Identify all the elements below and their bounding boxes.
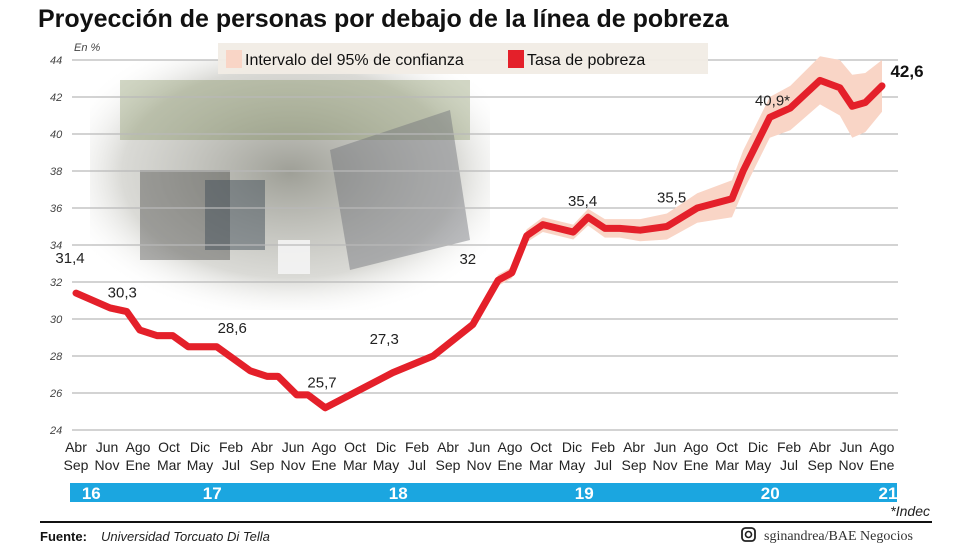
x-tick-label-top: Abr: [65, 439, 87, 455]
x-tick-label-top: Jun: [468, 439, 491, 455]
x-tick-label-bottom: Nov: [281, 457, 306, 473]
data-label: 30,3: [108, 284, 137, 301]
x-tick-label-bottom: Sep: [64, 457, 89, 473]
legend: Intervalo del 95% de confianza Tasa de p…: [218, 43, 708, 74]
data-label: 27,3: [370, 331, 399, 348]
source-text: Universidad Torcuato Di Tella: [101, 529, 270, 544]
x-tick-label-bottom: Jul: [408, 457, 426, 473]
data-label: 31,4: [55, 250, 84, 267]
x-tick-label-bottom: Ene: [870, 457, 895, 473]
year-label: 21: [879, 484, 898, 503]
source-label: Fuente:: [40, 529, 87, 544]
x-tick-label-top: Ago: [870, 439, 895, 455]
x-tick-label-bottom: May: [187, 457, 213, 473]
x-tick-label-top: Dic: [190, 439, 210, 455]
year-label: 17: [203, 484, 222, 503]
y-tick-label: 24: [49, 425, 62, 437]
data-label: 42,6: [890, 62, 923, 81]
x-tick-label-top: Abr: [437, 439, 459, 455]
x-tick-label-top: Dic: [748, 439, 768, 455]
x-tick-label-top: Jun: [654, 439, 677, 455]
year-label: 19: [575, 484, 594, 503]
x-tick-label-bottom: Mar: [529, 457, 553, 473]
data-label: 25,7: [307, 375, 336, 392]
x-tick-label-bottom: Nov: [839, 457, 864, 473]
x-tick-label-top: Jun: [282, 439, 305, 455]
x-tick-label-top: Feb: [219, 439, 243, 455]
data-label: 32: [459, 251, 476, 268]
x-tick-label-bottom: Nov: [467, 457, 492, 473]
x-tick-label-top: Oct: [716, 439, 738, 455]
year-label: 16: [82, 484, 101, 503]
x-tick-label-bottom: Jul: [222, 457, 240, 473]
x-tick-label-bottom: Nov: [653, 457, 678, 473]
x-tick-label-top: Ago: [126, 439, 151, 455]
x-tick-label-bottom: Ene: [312, 457, 337, 473]
y-tick-label: 30: [50, 314, 63, 326]
legend-swatch-rate: [508, 50, 524, 68]
x-tick-label-top: Abr: [623, 439, 645, 455]
legend-box: [218, 43, 708, 74]
x-tick-label-bottom: Ene: [498, 457, 523, 473]
confidence-interval-band: [76, 56, 882, 412]
x-tick-label-bottom: Sep: [622, 457, 647, 473]
x-tick-label-bottom: May: [559, 457, 585, 473]
x-tick-label-top: Feb: [405, 439, 429, 455]
x-tick-label-top: Ago: [498, 439, 523, 455]
x-tick-label-top: Dic: [376, 439, 396, 455]
x-tick-label-top: Feb: [591, 439, 615, 455]
y-axis-unit-label: En %: [74, 42, 101, 54]
x-tick-label-bottom: Jul: [780, 457, 798, 473]
y-tick-label: 28: [49, 351, 63, 363]
legend-label-ci: Intervalo del 95% de confianza: [245, 52, 464, 69]
x-tick-label-top: Dic: [562, 439, 582, 455]
x-tick-label-top: Oct: [344, 439, 366, 455]
x-tick-label-top: Oct: [530, 439, 552, 455]
y-tick-label: 36: [50, 203, 63, 215]
x-tick-label-top: Abr: [809, 439, 831, 455]
x-tick-label-bottom: Mar: [157, 457, 181, 473]
indec-note: *Indec: [890, 503, 930, 519]
y-tick-label: 38: [50, 166, 63, 178]
x-tick-label-bottom: May: [373, 457, 399, 473]
x-tick-label-bottom: Mar: [343, 457, 367, 473]
legend-swatch-ci: [226, 50, 242, 68]
x-tick-label-bottom: Sep: [250, 457, 275, 473]
x-tick-label-top: Jun: [840, 439, 863, 455]
year-band: [70, 483, 897, 502]
y-tick-label: 34: [50, 240, 62, 252]
x-tick-label-bottom: Mar: [715, 457, 739, 473]
background-photo: [90, 60, 490, 310]
y-tick-label: 42: [50, 92, 62, 104]
y-tick-label: 26: [49, 388, 63, 400]
credit-text: sginandrea/BAE Negocios: [764, 529, 913, 544]
y-tick-label: 40: [50, 129, 63, 141]
year-label: 18: [389, 484, 408, 503]
x-tick-label-bottom: Sep: [808, 457, 833, 473]
x-tick-label-bottom: Ene: [126, 457, 151, 473]
x-tick-label-bottom: Jul: [594, 457, 612, 473]
x-tick-label-top: Abr: [251, 439, 273, 455]
y-tick-label: 44: [50, 55, 62, 67]
year-label: 20: [761, 484, 780, 503]
x-tick-label-top: Jun: [96, 439, 119, 455]
legend-label-rate: Tasa de pobreza: [527, 52, 645, 69]
x-tick-label-bottom: May: [745, 457, 771, 473]
data-label: 35,4: [568, 193, 597, 210]
chart-title: Proyección de personas por debajo de la …: [38, 5, 730, 33]
x-tick-label-top: Feb: [777, 439, 801, 455]
x-tick-label-top: Ago: [684, 439, 709, 455]
x-tick-label-bottom: Ene: [684, 457, 709, 473]
instagram-icon: [741, 527, 756, 542]
data-label: 35,5: [657, 189, 686, 206]
data-label: 28,6: [218, 320, 247, 337]
x-tick-label-bottom: Nov: [95, 457, 120, 473]
y-tick-label: 32: [50, 277, 62, 289]
x-tick-label-bottom: Sep: [436, 457, 461, 473]
x-tick-label-top: Oct: [158, 439, 180, 455]
x-tick-label-top: Ago: [312, 439, 337, 455]
data-label: 40,9*: [755, 92, 790, 109]
